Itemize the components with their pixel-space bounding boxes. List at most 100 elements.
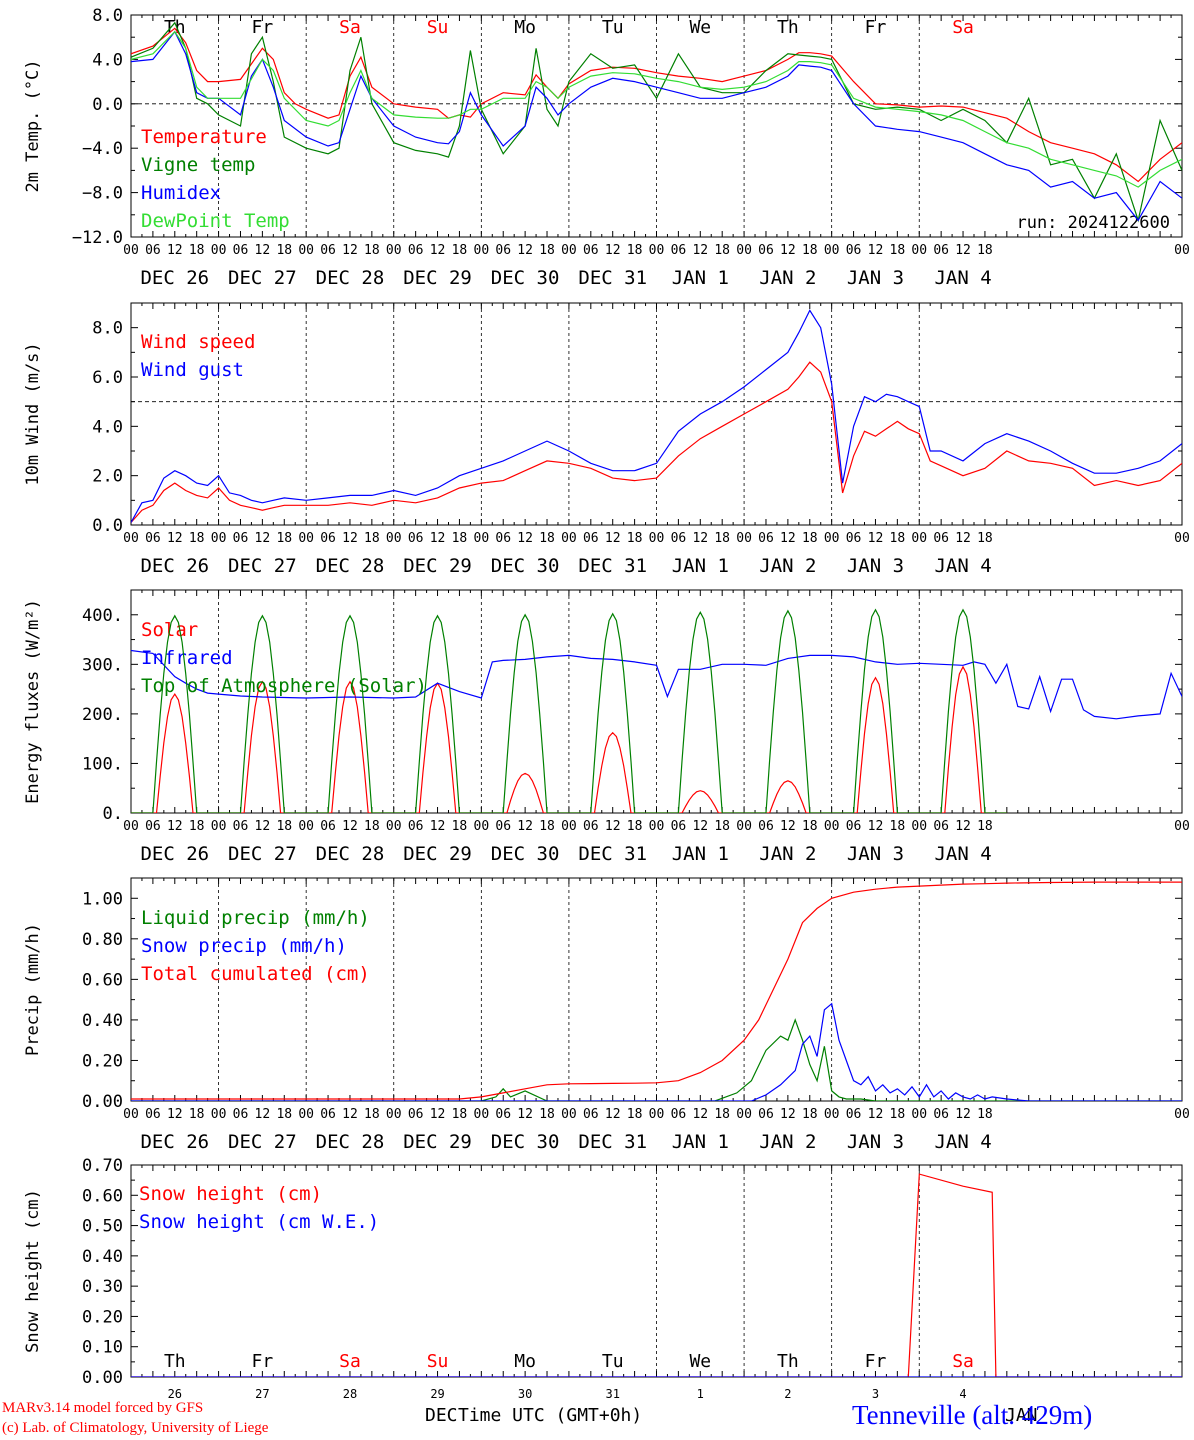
hour-tick-label: 00 [736,1107,752,1122]
hour-tick-label: 12 [780,819,796,834]
hour-tick-label: 00 [298,1107,314,1122]
hour-tick-label: 18 [189,531,205,546]
y-tick-label: 1.00 [82,889,123,909]
y-tick-label: 0. [103,804,123,824]
date-label: DEC 29 [403,1131,472,1153]
hour-tick-label: 06 [933,531,949,546]
hour-tick-label: 06 [758,819,774,834]
weekday-label: Fr [252,17,274,38]
y-tick-label: 4.0 [92,417,123,437]
date-label: DEC 26 [140,1131,209,1153]
hour-tick-label: 00 [561,1107,577,1122]
hour-tick-label: 06 [758,1107,774,1122]
hour-tick-label: 00 [474,1107,490,1122]
hour-tick-label: 00 [211,819,227,834]
date-label: DEC 31 [578,267,647,289]
hour-tick-label: 12 [868,819,884,834]
hour-tick-label: 06 [671,243,687,258]
y-axis-label: Snow height (cm) [23,1189,43,1353]
date-label: JAN 2 [759,1131,816,1153]
legend-entry: Total cumulated (cm) [141,963,370,985]
day-number-label: 30 [518,1387,532,1401]
hour-tick-label: 18 [890,1107,906,1122]
hour-tick-label: 00 [123,531,139,546]
hour-tick-label: 12 [955,819,971,834]
series-line-total-cumulated-cm- [131,881,1182,1100]
weekday-label: Sa [339,1351,361,1372]
hour-tick-label: 12 [167,531,183,546]
weekday-label: Sa [952,17,974,38]
hour-tick-label: 00 [1174,1107,1190,1122]
hour-tick-label: 00 [649,243,665,258]
hour-tick-label: 00 [474,243,490,258]
date-label: DEC 27 [228,843,297,865]
day-number-label: 28 [343,1387,357,1401]
hour-tick-label: 12 [342,531,358,546]
footer-credit-label: (c) Lab. of Climatology, University of L… [2,1420,269,1436]
hour-tick-label: 00 [211,243,227,258]
hour-tick-label: 12 [692,531,708,546]
hour-tick-label: 06 [846,819,862,834]
hour-tick-label: 12 [605,1107,621,1122]
series-line-liquid-precip-mm-h- [131,1018,1182,1101]
hour-tick-label: 18 [452,243,468,258]
day-number-label: 31 [605,1387,619,1401]
hour-tick-label: 06 [846,531,862,546]
footer-model-label: MARv3.14 model forced by GFS [2,1400,204,1416]
y-tick-label: 0.10 [82,1338,123,1358]
hour-tick-label: 00 [911,1107,927,1122]
series-line-snow-precip-mm-h- [131,1002,1182,1101]
hour-tick-label: 00 [911,819,927,834]
hour-tick-label: 00 [386,531,402,546]
weekday-label: Su [427,1351,449,1372]
hour-tick-label: 12 [255,1107,271,1122]
hour-tick-label: 12 [430,1107,446,1122]
hour-tick-label: 12 [430,243,446,258]
hour-tick-label: 00 [123,1107,139,1122]
y-tick-label: 0.40 [82,1011,123,1031]
hour-tick-label: 06 [408,243,424,258]
date-label: DEC 29 [403,843,472,865]
day-number-label: 26 [168,1387,182,1401]
hour-tick-label: 00 [736,531,752,546]
hour-tick-label: 18 [452,531,468,546]
hour-tick-label: 18 [890,819,906,834]
y-tick-label: 6.0 [92,368,123,388]
hour-tick-label: 18 [802,819,818,834]
hour-tick-label: 00 [1174,819,1190,834]
x-axis-title-jan: JAN [1005,1405,1038,1426]
hour-tick-label: 00 [736,243,752,258]
day-number-label: 1 [697,1387,704,1401]
y-tick-label: 300. [82,655,123,675]
legend-entry: Humidex [141,182,221,204]
weekday-label: Sa [339,17,361,38]
y-tick-label: 0.00 [82,1368,123,1388]
hour-tick-label: 06 [671,1107,687,1122]
y-tick-label: 0.0 [92,95,123,115]
date-label: DEC 29 [403,267,472,289]
y-tick-label: 0.60 [82,970,123,990]
date-label: JAN 4 [934,555,991,577]
date-label: JAN 3 [847,555,904,577]
date-label: DEC 29 [403,555,472,577]
date-label: DEC 31 [578,843,647,865]
y-tick-label: 8.0 [92,6,123,26]
hour-tick-label: 12 [955,1107,971,1122]
station-label: Tenneville (alt. 429m) [852,1400,1093,1430]
hour-tick-label: 12 [167,819,183,834]
date-label: JAN 3 [847,267,904,289]
date-label: DEC 27 [228,1131,297,1153]
hour-tick-label: 12 [517,819,533,834]
date-label: DEC 28 [316,267,385,289]
hour-tick-label: 00 [1174,243,1190,258]
series-line-wind-speed [131,361,1182,523]
run-label: run: 2024122600 [1016,213,1170,233]
series-line-vigne-temp [131,21,1182,223]
legend-entry: Liquid precip (mm/h) [141,907,370,929]
date-label: DEC 31 [578,1131,647,1153]
y-tick-label: 2.0 [92,467,123,487]
hour-tick-label: 12 [342,819,358,834]
y-tick-label: 0.80 [82,930,123,950]
hour-tick-label: 18 [189,1107,205,1122]
date-label: JAN 2 [759,555,816,577]
